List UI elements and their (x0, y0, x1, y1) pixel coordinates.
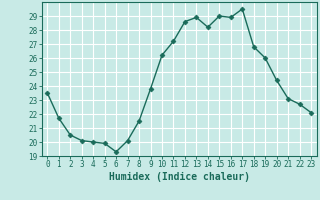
X-axis label: Humidex (Indice chaleur): Humidex (Indice chaleur) (109, 172, 250, 182)
